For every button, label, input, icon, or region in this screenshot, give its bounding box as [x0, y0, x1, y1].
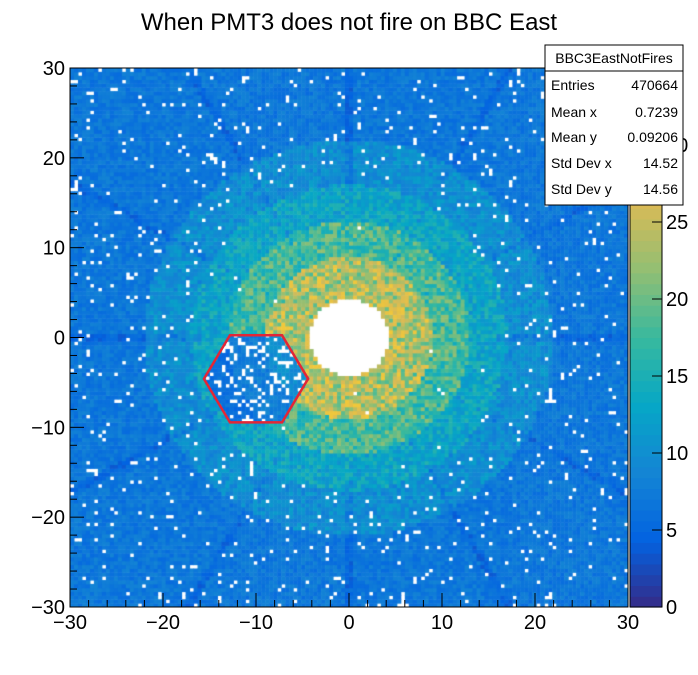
colorbar-step [630, 229, 662, 242]
colorbar-step [630, 402, 662, 414]
colorbar-step [630, 305, 662, 317]
colorbar-step [630, 563, 662, 576]
colorbar-step [630, 240, 662, 252]
stats-box-title: BBC3EastNotFires [555, 50, 672, 66]
colorbar-step [630, 380, 662, 392]
x-tick-label: −30 [53, 612, 87, 634]
x-tick-label: 30 [617, 612, 639, 634]
colorbar-step [630, 359, 662, 371]
colorbar-step [630, 445, 662, 457]
colorbar-step [630, 369, 662, 382]
y-tick-label: −20 [31, 507, 65, 529]
heatmap-bins [70, 68, 628, 607]
colorbar-step [630, 574, 662, 587]
annotation-hexagon [202, 334, 310, 424]
colorbar-step [630, 585, 662, 597]
colorbar-step [630, 488, 662, 500]
colorbar-step [630, 520, 662, 533]
stats-mean-y-value: 0.09206 [627, 129, 678, 145]
stats-entries-value: 470664 [631, 77, 678, 93]
y-tick-label: −30 [31, 597, 65, 619]
colorbar-step [630, 477, 662, 490]
colorbar-step [630, 315, 662, 328]
colorbar-step [630, 251, 662, 263]
colorbar-step [630, 294, 662, 306]
x-tick-label: 0 [343, 612, 354, 634]
chart-title: When PMT3 does not fire on BBC East [141, 9, 558, 36]
hexagon-outline [202, 334, 310, 424]
colorbar-step [630, 283, 662, 295]
x-axis: −30 −20 −10 0 10 20 30 [53, 593, 639, 634]
colorbar-step [630, 509, 662, 522]
colorbar-step [630, 434, 662, 446]
colorbar-step [630, 423, 662, 436]
stats-stddev-x-label: Std Dev x [551, 155, 612, 171]
colorbar-tick-label: 20 [666, 289, 688, 311]
stats-stddev-x-value: 14.52 [643, 155, 678, 171]
colorbar-step [630, 553, 662, 565]
stats-mean-x-value: 0.7239 [635, 104, 678, 120]
y-tick-label: 0 [54, 328, 65, 350]
colorbar-step [630, 208, 662, 220]
colorbar-step [630, 391, 662, 403]
colorbar-tick-label: 15 [666, 366, 688, 388]
stats-stddev-y-label: Std Dev y [551, 181, 612, 197]
colorbar-tick-label: 25 [666, 212, 688, 234]
x-tick-label: −20 [146, 612, 180, 634]
stats-box: BBC3EastNotFires Entries 470664 Mean x 0… [544, 44, 684, 206]
y-axis: 30 20 10 0 −10 −20 −30 [31, 58, 84, 619]
stats-mean-y-label: Mean y [551, 129, 597, 145]
colorbar-step [630, 456, 662, 468]
colorbar-step [630, 596, 662, 608]
y-tick-label: −10 [31, 417, 65, 439]
colorbar-step [630, 348, 662, 360]
colorbar-step [630, 337, 662, 349]
colorbar-step [630, 531, 662, 543]
colorbar-step [630, 466, 662, 479]
colorbar-step [630, 499, 662, 511]
y-tick-label: 20 [43, 148, 65, 170]
stats-stddev-y-value: 14.56 [643, 181, 678, 197]
x-tick-label: 10 [431, 612, 453, 634]
x-tick-label: 20 [524, 612, 546, 634]
colorbar-step [630, 272, 662, 285]
y-tick-label: 10 [43, 238, 65, 260]
colorbar-step [630, 262, 662, 274]
colorbar-step [630, 326, 662, 339]
colorbar-tick-label: 5 [666, 520, 677, 542]
stats-entries-label: Entries [551, 77, 595, 93]
colorbar-step [630, 542, 662, 554]
x-tick-label: −10 [239, 612, 273, 634]
colorbar-step [630, 412, 662, 425]
y-tick-label: 30 [43, 58, 65, 80]
stats-mean-x-label: Mean x [551, 104, 597, 120]
colorbar-tick-label: 0 [666, 597, 677, 619]
plot-area [70, 68, 628, 607]
colorbar-tick-label: 10 [666, 443, 688, 465]
colorbar-step [630, 218, 662, 231]
